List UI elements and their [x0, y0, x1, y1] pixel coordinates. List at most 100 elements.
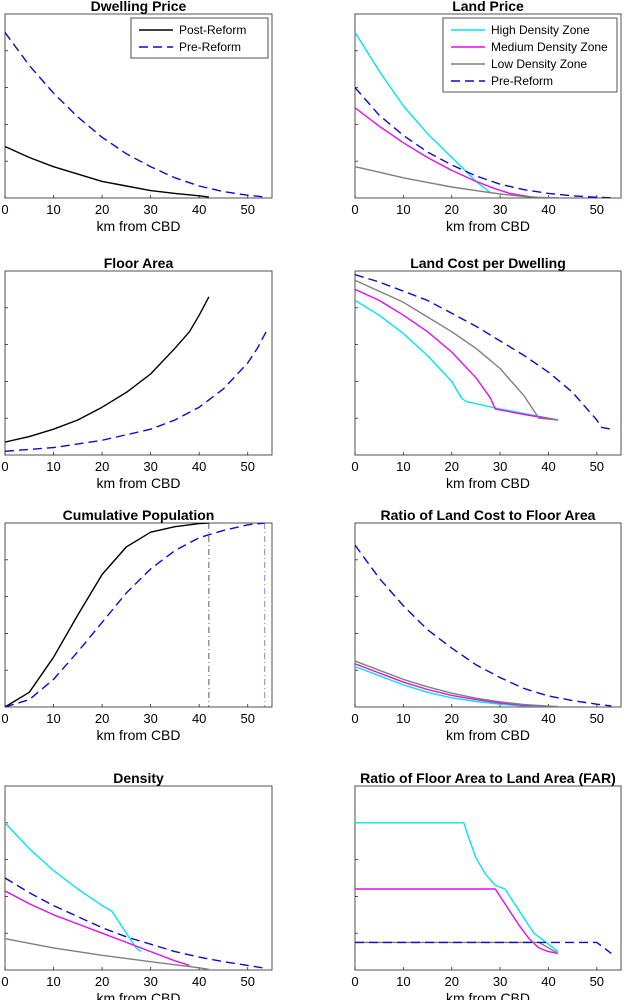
series-line-pre-reform [5, 329, 268, 452]
x-tick-label: 40 [541, 202, 555, 217]
x-tick-label: 10 [46, 711, 60, 726]
x-tick-label: 50 [240, 202, 254, 217]
panel-far: Ratio of Floor Area to Land Area (FAR) 0 1… [351, 770, 622, 1000]
series-line-post-reform [5, 523, 209, 707]
chart-title: Land Cost per Dwelling [410, 255, 566, 271]
legend: High Density Zone Medium Density Zone Low … [442, 17, 618, 93]
x-tick-label: 20 [444, 711, 458, 726]
series-line-high-density-zone [355, 32, 491, 194]
x-tick-label: 50 [240, 974, 254, 989]
x-tick-label: 30 [493, 202, 507, 217]
series-line-pre-reform [5, 31, 263, 198]
x-tick-label: 10 [46, 459, 60, 474]
series-line-pre-reform [355, 941, 612, 954]
x-tick-label: 10 [396, 711, 410, 726]
series-line-high-density-zone [5, 822, 142, 953]
x-tick-label: 30 [493, 459, 507, 474]
x-tick-label: 40 [192, 202, 206, 217]
x-tick-label: 50 [590, 459, 604, 474]
x-tick-label: 30 [143, 202, 157, 217]
x-tick-label: 0 [351, 711, 358, 726]
series-line-pre-reform [355, 544, 612, 707]
x-tick-label: 0 [351, 974, 358, 989]
x-tick-label: 40 [541, 711, 555, 726]
x-tick-label: 20 [444, 202, 458, 217]
x-tick-label: 50 [240, 459, 254, 474]
series-line-post-reform [5, 296, 210, 443]
x-tick-label: 40 [541, 974, 555, 989]
chart-title: Cumulative Population [63, 507, 215, 523]
series-line-high-density-zone [355, 822, 559, 953]
panel-floor-area: Floor Area 0 10 20 30 40 50 km from CBD [1, 255, 273, 491]
x-tick-label: 30 [143, 459, 157, 474]
x-axis-label: km from CBD [97, 218, 181, 234]
x-tick-label: 20 [444, 974, 458, 989]
chart-title: Dwelling Price [91, 0, 187, 14]
plot-area [4, 522, 273, 708]
legend-label: Medium Density Zone [491, 40, 608, 54]
x-tick-label: 20 [95, 711, 109, 726]
legend-label: Low Density Zone [491, 57, 587, 71]
panel-land-cost-per-dwelling: Land Cost per Dwelling 0 10 20 30 40 50 km from… [351, 255, 622, 491]
x-tick-label: 30 [143, 974, 157, 989]
plot-area [354, 522, 622, 708]
series-line-post-reform [5, 145, 209, 198]
x-tick-label: 0 [351, 202, 358, 217]
x-tick-label: 20 [95, 202, 109, 217]
series-line-high-density-zone [355, 665, 549, 707]
chart-title: Land Price [452, 0, 524, 14]
x-tick-label: 50 [590, 202, 604, 217]
series-line-medium-density-zone [355, 288, 559, 421]
x-tick-label: 0 [1, 459, 8, 474]
x-tick-label: 40 [192, 459, 206, 474]
x-axis-label: km from CBD [97, 990, 181, 1000]
plot-area [4, 785, 273, 971]
chart-title: Floor Area [104, 255, 174, 271]
legend-label: Post-Reform [179, 23, 246, 37]
panel-ratio-land-cost-floor-area: Ratio of Land Cost to Floor Area 0 10 20 30 4… [351, 507, 622, 743]
x-axis-label: km from CBD [446, 475, 530, 491]
x-tick-label: 0 [351, 459, 358, 474]
chart-title: Density [113, 770, 164, 786]
x-tick-label: 20 [444, 459, 458, 474]
series-line-medium-density-zone [355, 888, 559, 955]
x-tick-label: 10 [396, 459, 410, 474]
series-line-pre-reform [5, 523, 265, 707]
x-tick-label: 10 [46, 974, 60, 989]
series-line-pre-reform [355, 87, 612, 198]
x-tick-label: 20 [95, 974, 109, 989]
series-line-low-density-zone [355, 166, 559, 198]
x-tick-label: 50 [590, 974, 604, 989]
legend-label: Pre-Reform [179, 40, 241, 54]
x-axis-label: km from CBD [97, 475, 181, 491]
x-tick-label: 30 [493, 974, 507, 989]
legend-box [130, 17, 269, 59]
panel-density: Density 0 10 20 30 40 50 km from CBD [1, 770, 273, 1000]
series-line-medium-density-zone [355, 107, 535, 198]
series-line-low-density-zone [5, 938, 210, 970]
legend-label: High Density Zone [491, 23, 590, 37]
series-line-medium-density-zone [355, 663, 549, 707]
x-tick-label: 50 [240, 711, 254, 726]
x-axis-label: km from CBD [446, 218, 530, 234]
x-tick-label: 40 [192, 711, 206, 726]
x-tick-label: 30 [143, 711, 157, 726]
legend: Post-Reform Pre-Reform [130, 17, 269, 59]
series-line-high-density-zone [355, 299, 559, 421]
x-axis-label: km from CBD [446, 727, 530, 743]
x-tick-label: 10 [46, 202, 60, 217]
x-tick-label: 10 [396, 202, 410, 217]
panel-land-price: Land Price 0 10 20 30 40 50 km from CBD High Den… [351, 0, 622, 234]
plot-area [354, 270, 622, 456]
x-tick-label: 50 [590, 711, 604, 726]
x-tick-label: 0 [1, 202, 8, 217]
x-tick-label: 30 [493, 711, 507, 726]
series-line-pre-reform [5, 877, 263, 969]
panel-cumulative-population: Cumulative Population 0 10 20 30 40 50 km from … [1, 507, 273, 743]
series-line-low-density-zone [355, 660, 559, 707]
x-axis-label: km from CBD [97, 727, 181, 743]
x-tick-label: 40 [192, 974, 206, 989]
x-tick-label: 10 [396, 974, 410, 989]
chart-title: Ratio of Land Cost to Floor Area [381, 507, 596, 523]
